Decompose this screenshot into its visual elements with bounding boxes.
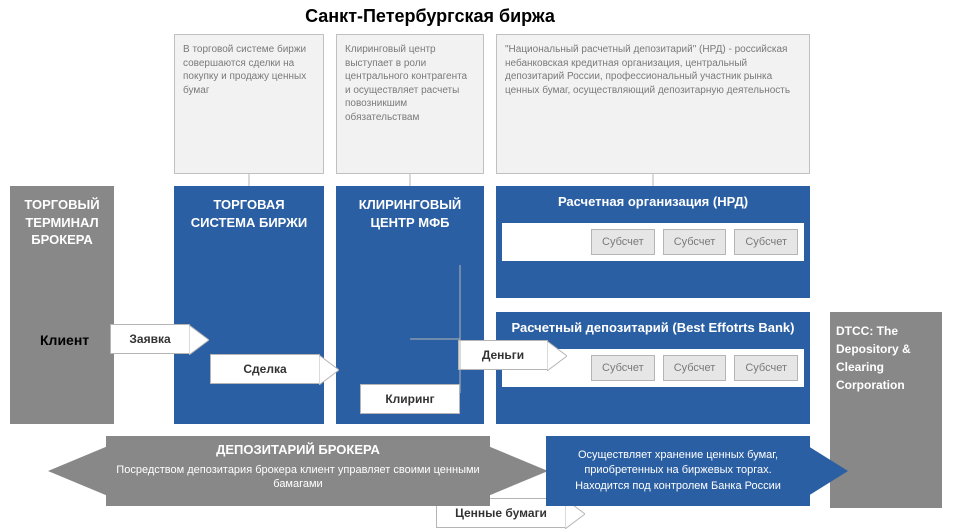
box-clearing: Клиринг <box>360 384 460 414</box>
settlement-org-title: Расчетная организация (НРД) <box>496 186 810 217</box>
subaccount-box: Субсчет <box>591 355 655 381</box>
panel-settlement-org: Расчетная организация (НРД) Субсчет Субс… <box>496 186 810 298</box>
broker-depo-text: Посредством депозитария брокера клиент у… <box>116 463 480 492</box>
subaccount-box: Субсчет <box>734 355 798 381</box>
arrow-money: Деньги <box>458 340 548 370</box>
arrow-storage-right <box>808 436 848 506</box>
diagram-title: Санкт-Петербургская биржа <box>280 6 580 27</box>
arrow-broker-depo-right <box>488 436 548 506</box>
storage-block: Осуществляет хранение ценных бумаг, прио… <box>546 436 810 506</box>
settlement-depo-title: Расчетный депозитарий (Best Effotrts Ban… <box>496 312 810 343</box>
settlement-org-subrow: Субсчет Субсчет Субсчет <box>502 223 804 261</box>
block-broker-terminal: ТОРГОВЫЙ ТЕРМИНАЛ БРОКЕРА <box>10 186 114 424</box>
subaccount-box: Субсчет <box>663 355 727 381</box>
broker-depo-title: ДЕПОЗИТАРИЙ БРОКЕРА <box>116 442 480 459</box>
money-label: Деньги <box>482 348 524 362</box>
subaccount-box: Субсчет <box>591 229 655 255</box>
block-trading-system: ТОРГОВАЯ СИСТЕМА БИРЖИ <box>174 186 324 424</box>
arrow-order: Заявка <box>110 324 190 354</box>
broker-depo-block: ДЕПОЗИТАРИЙ БРОКЕРА Посредством депозита… <box>106 436 490 506</box>
clearing-label: Клиринг <box>385 392 434 406</box>
trade-label: Сделка <box>243 362 286 376</box>
arrow-broker-depo-left <box>48 436 108 506</box>
securities-label: Ценные бумаги <box>455 506 547 520</box>
note-trading: В торговой системе биржи совершаются сде… <box>174 34 324 174</box>
subaccount-box: Субсчет <box>663 229 727 255</box>
client-label: Клиент <box>40 332 89 348</box>
note-nrd: "Национальный расчетный депозитарий" (НР… <box>496 34 810 174</box>
order-label: Заявка <box>129 332 170 346</box>
arrow-trade: Сделка <box>210 354 320 384</box>
subaccount-box: Субсчет <box>734 229 798 255</box>
note-clearing: Клиринговый центр выступает в роли центр… <box>336 34 484 174</box>
